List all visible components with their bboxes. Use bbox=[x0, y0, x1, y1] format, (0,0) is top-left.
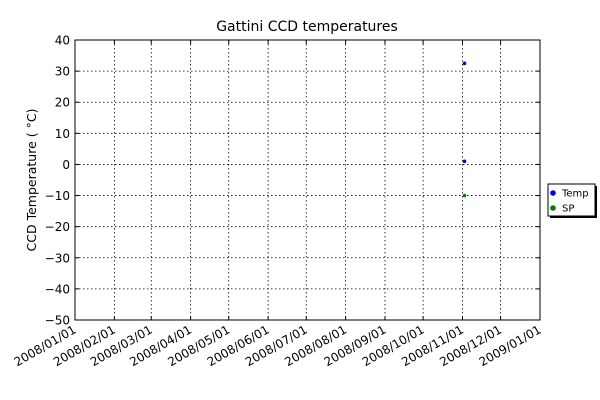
y-tick-label: 30 bbox=[55, 65, 70, 79]
y-tick-label: −50 bbox=[45, 314, 70, 328]
data-point-temp bbox=[462, 159, 467, 164]
legend: Temp SP bbox=[547, 183, 597, 218]
y-tick-label: 40 bbox=[55, 34, 70, 48]
y-tick-label: 10 bbox=[55, 127, 70, 141]
y-tick-label: −40 bbox=[45, 282, 70, 296]
y-tick-label: 0 bbox=[62, 158, 70, 172]
y-tick-label: 20 bbox=[55, 96, 70, 110]
grid bbox=[75, 40, 540, 320]
data-points bbox=[462, 61, 467, 198]
y-axis-label: CCD Temperature ( °C) bbox=[24, 109, 39, 252]
data-point-temp bbox=[462, 61, 467, 66]
y-axis: 40 30 20 10 0 −10 −20 −30 −40 −50 bbox=[45, 34, 540, 328]
y-tick-label: −20 bbox=[45, 220, 70, 234]
y-tick-label: −10 bbox=[45, 189, 70, 203]
legend-marker-sp bbox=[550, 205, 556, 211]
legend-frame bbox=[547, 183, 596, 217]
chart-title: Gattini CCD temperatures bbox=[216, 19, 398, 35]
plot-frame bbox=[74, 39, 541, 321]
y-tick-label: −30 bbox=[45, 251, 70, 265]
legend-label-sp: SP bbox=[562, 204, 574, 215]
data-point-sp bbox=[462, 193, 467, 198]
legend-label-temp: Temp bbox=[561, 189, 589, 200]
legend-marker-temp bbox=[550, 190, 556, 196]
